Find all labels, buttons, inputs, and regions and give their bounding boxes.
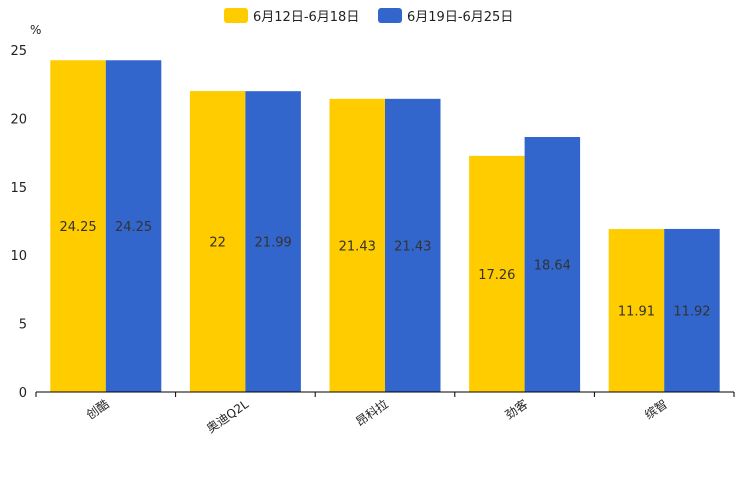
y-axis-ticks: 0 5 10 15 20 25 <box>10 44 27 401</box>
y-tick-label: 0 <box>19 386 27 401</box>
x-axis: 创酷 奥迪Q2L 昂科拉 劲客 缤智 <box>35 391 735 436</box>
bar <box>385 98 441 393</box>
bars <box>50 60 720 393</box>
y-axis-unit-label: % <box>30 23 41 37</box>
legend-swatch <box>378 8 402 23</box>
bar <box>524 137 581 392</box>
legend: 6月12日-6月18日 6月19日-6月25日 <box>224 8 513 25</box>
legend-label: 6月12日-6月18日 <box>253 10 359 25</box>
x-category-label: 缤智 <box>642 396 670 422</box>
data-label: 21.43 <box>339 239 376 254</box>
data-label: 24.25 <box>59 220 96 235</box>
data-labels: 24.25 24.25 22 21.99 21.43 21.43 17.26 18.64 11.… <box>59 220 710 319</box>
x-category-label: 昂科拉 <box>353 396 391 429</box>
x-category-label: 劲客 <box>502 396 530 422</box>
data-label: 22 <box>209 236 226 251</box>
y-tick-label: 5 <box>19 318 27 333</box>
legend-label: 6月19日-6月25日 <box>407 10 513 25</box>
y-tick-label: 25 <box>10 44 27 59</box>
bar <box>469 155 525 392</box>
data-label: 21.43 <box>394 239 431 254</box>
bar <box>329 98 385 393</box>
y-tick-label: 15 <box>10 181 27 196</box>
data-label: 24.25 <box>115 220 152 235</box>
legend-swatch <box>224 8 248 23</box>
data-label: 21.99 <box>255 236 292 251</box>
data-label: 11.91 <box>618 305 655 320</box>
bar <box>664 228 720 392</box>
y-tick-label: 10 <box>10 249 27 264</box>
bar <box>608 229 665 392</box>
bar <box>105 60 162 392</box>
x-category-label: 奥迪Q2L <box>204 397 251 436</box>
data-label: 18.64 <box>534 259 571 274</box>
bar <box>50 60 106 392</box>
x-category-label: 创酷 <box>84 397 112 422</box>
bar <box>189 91 246 392</box>
data-label: 11.92 <box>673 304 710 319</box>
y-tick-label: 20 <box>10 112 27 127</box>
data-label: 17.26 <box>478 268 515 283</box>
bar <box>245 91 301 392</box>
